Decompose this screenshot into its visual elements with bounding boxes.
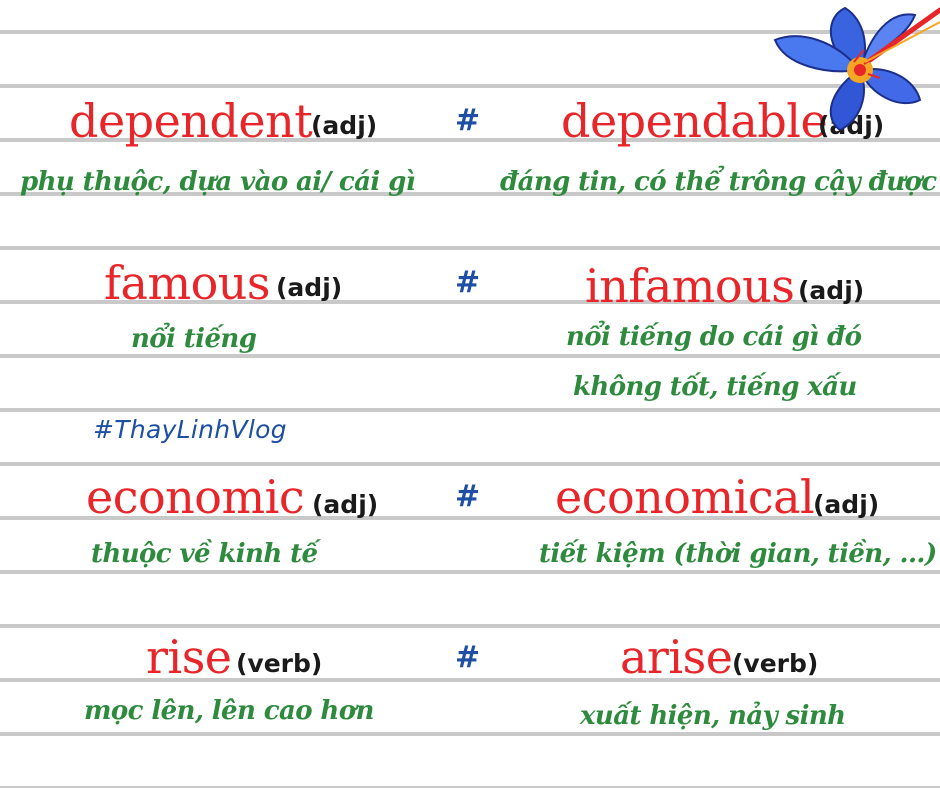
- pair-4-left-word: rise: [146, 630, 232, 684]
- pair-3-left-word: economic: [86, 470, 305, 524]
- flower-icon: [773, 6, 940, 130]
- pair-2-left-word: famous: [104, 256, 271, 310]
- pair-2-right-meaning-line-2: không tốt, tiếng xấu: [573, 372, 857, 402]
- pair-4-separator: #: [455, 640, 481, 675]
- pair-1-right-word: dependable: [561, 94, 828, 148]
- pair-3-right-word: economical: [555, 470, 815, 524]
- pair-3-separator: #: [455, 479, 481, 514]
- pair-1-right-meaning: đáng tin, có thể trông cậy được: [500, 167, 937, 197]
- pair-2-right-word: infamous: [585, 259, 795, 313]
- pair-1-left-pos: (adj): [311, 111, 378, 140]
- pair-1-left-meaning: phụ thuộc, dựa vào ai/ cái gì: [20, 167, 416, 197]
- pair-4-left-meaning: mọc lên, lên cao hơn: [84, 696, 374, 726]
- pair-2-left-meaning: nổi tiếng: [131, 324, 257, 354]
- pair-2-separator: #: [455, 265, 481, 300]
- pair-4-left-pos: (verb): [236, 649, 323, 678]
- pair-3-left-meaning: thuộc về kinh tế: [91, 539, 318, 569]
- pair-1-left-word: dependent: [69, 94, 313, 148]
- pair-1-separator: #: [455, 103, 481, 138]
- pair-2-left-pos: (adj): [276, 273, 343, 302]
- pair-3-right-pos: (adj): [813, 490, 880, 519]
- pair-3-left-pos: (adj): [312, 490, 379, 519]
- pair-4-right-word: arise: [620, 630, 733, 684]
- pair-2-right-pos: (adj): [798, 276, 865, 305]
- pair-2-right-meaning-line-1: nổi tiếng do cái gì đó: [566, 322, 862, 352]
- pair-3-right-meaning: tiết kiệm (thời gian, tiền, ...): [539, 539, 937, 569]
- pair-4-right-pos: (verb): [732, 649, 819, 678]
- hashtag-watermark: #ThayLinhVlog: [93, 415, 287, 444]
- pair-4-right-meaning: xuất hiện, nảy sinh: [580, 701, 846, 731]
